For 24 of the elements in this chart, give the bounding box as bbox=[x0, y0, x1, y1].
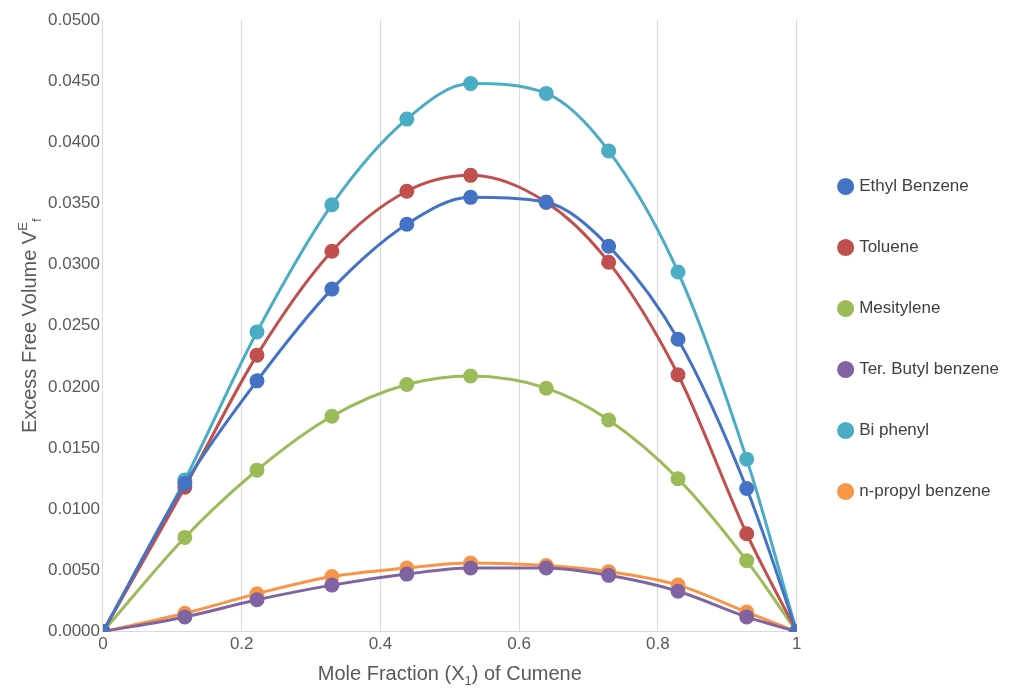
y-axis-title: Excess Free Volume VEf bbox=[14, 218, 44, 434]
x-tick-label: 0.8 bbox=[646, 634, 670, 654]
y-tick-label: 0.0150 bbox=[48, 437, 100, 457]
legend-label: Mesitylene bbox=[859, 298, 941, 318]
y-tick-label: 0.0100 bbox=[48, 498, 100, 518]
x-tick-label: 0.2 bbox=[229, 634, 254, 654]
y-tick-label: 0.0400 bbox=[48, 132, 100, 152]
y-tick-label: 0.0050 bbox=[48, 560, 100, 580]
legend-label: Bi phenyl bbox=[859, 420, 930, 440]
x-tick-label: 1 bbox=[791, 634, 802, 654]
y-tick-label: 0.0450 bbox=[48, 70, 100, 90]
y-tick-label: 0.0300 bbox=[48, 254, 100, 274]
y-tick-label: 0.0250 bbox=[48, 315, 100, 335]
x-tick-label: 0 bbox=[98, 634, 108, 654]
legend-label: Ter. Butyl benzene bbox=[859, 359, 1000, 379]
legend-label: n-propyl benzene bbox=[859, 481, 991, 501]
x-tick-label: 0.6 bbox=[507, 634, 531, 654]
y-tick-label: 0.0500 bbox=[48, 9, 100, 29]
legend-label: Ethyl Benzene bbox=[859, 176, 969, 196]
y-tick-label: 0.0350 bbox=[48, 193, 100, 213]
y-tick-label: 0.0200 bbox=[48, 376, 100, 396]
legend-label: Toluene bbox=[859, 237, 919, 257]
x-tick-label: 0.4 bbox=[368, 634, 393, 654]
y-tick-label: 0.0000 bbox=[48, 621, 100, 641]
